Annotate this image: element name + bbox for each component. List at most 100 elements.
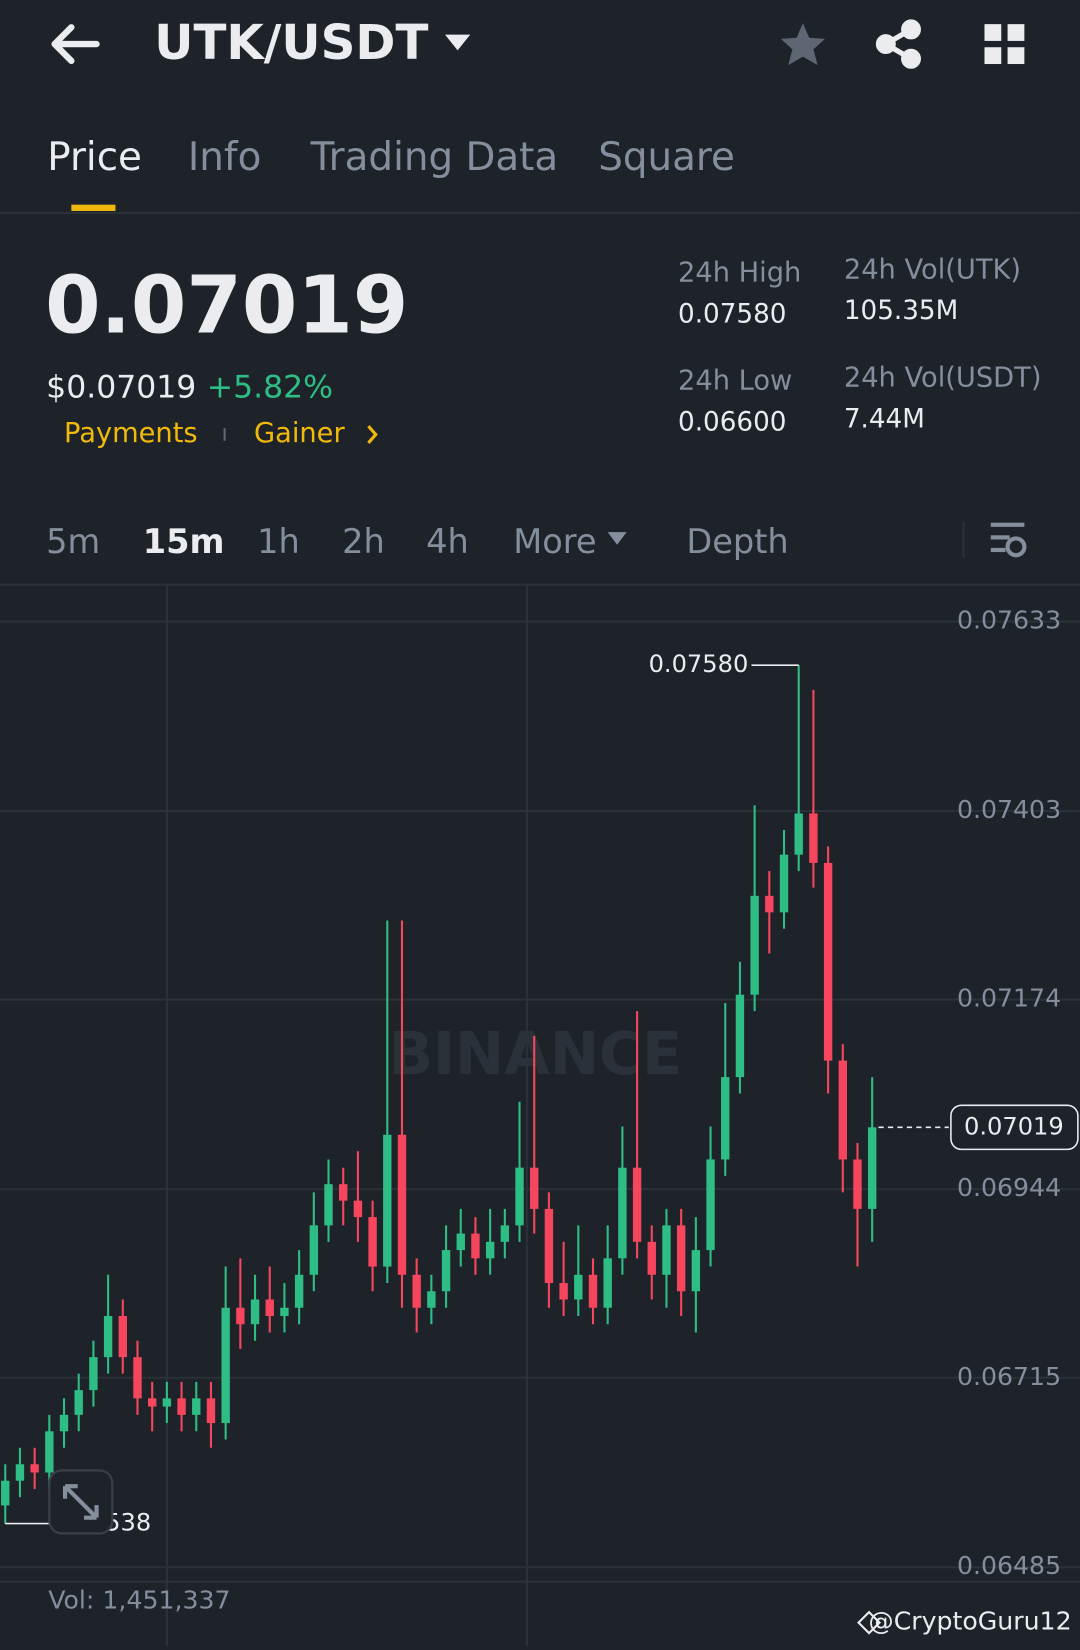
tag-separator (223, 428, 226, 441)
candle-body (706, 1159, 715, 1251)
y-tick-label: 0.07174 (957, 984, 1061, 1013)
candle-body (368, 1217, 377, 1267)
candle-body (177, 1398, 186, 1415)
last-price: 0.07019 (45, 259, 408, 352)
candle-body (309, 1225, 319, 1275)
candle-body (1, 1480, 10, 1506)
chart-settings[interactable] (990, 522, 1027, 558)
candle-body (735, 994, 745, 1078)
candle-body (765, 895, 774, 913)
candle-body (383, 1134, 392, 1267)
candle-body (59, 1414, 69, 1432)
stat-label: 24h High (678, 257, 801, 288)
candle-body (853, 1159, 862, 1209)
favorite-star[interactable] (780, 23, 825, 66)
candle-body (45, 1431, 54, 1473)
separator (962, 521, 965, 558)
candle-body (838, 1060, 847, 1160)
stat-value: 0.06600 (678, 407, 786, 437)
interval[interactable]: Depth (686, 522, 788, 561)
interval[interactable]: 15m (143, 522, 225, 561)
volume-label: Vol: 1,451,337 (48, 1586, 230, 1615)
credit-icon (857, 1610, 882, 1635)
candle-body (427, 1291, 436, 1308)
divider (0, 212, 1080, 215)
candle-body (867, 1127, 877, 1209)
candle-body (118, 1315, 127, 1358)
candle-body (162, 1398, 172, 1407)
divider (0, 1580, 1080, 1583)
y-tick-label: 0.06715 (957, 1362, 1061, 1391)
candle-body (500, 1225, 510, 1242)
candle-body (30, 1464, 39, 1473)
candle-body (603, 1258, 612, 1308)
candle-body (250, 1299, 260, 1325)
candle-body (485, 1241, 495, 1259)
stat-label: 24h Low (678, 366, 792, 397)
candle-body (779, 854, 789, 913)
candle-body (530, 1167, 539, 1209)
candle-body (471, 1233, 480, 1259)
pair-dropdown[interactable] (445, 34, 471, 51)
stat-value: 105.35M (844, 296, 958, 326)
y-tick-label: 0.07403 (957, 795, 1061, 824)
y-tick-label: 0.07633 (957, 606, 1061, 635)
candle-body (89, 1357, 98, 1391)
grid-menu[interactable] (984, 24, 1025, 65)
tag-chevron[interactable] (367, 425, 378, 444)
price-change: +5.82% (207, 369, 333, 405)
tag[interactable]: Gainer (254, 418, 345, 449)
candle-body (632, 1167, 642, 1242)
candle-body (691, 1250, 701, 1292)
pair-title[interactable]: UTK/USDT (154, 15, 428, 71)
candle-body (236, 1307, 245, 1325)
candle-body (456, 1233, 465, 1251)
candle-body (147, 1398, 157, 1407)
candle-body (823, 862, 833, 1061)
candle-body (74, 1390, 83, 1415)
candle-body (559, 1283, 568, 1300)
candle-body (353, 1200, 363, 1218)
candle-body (324, 1184, 333, 1226)
candle-body (397, 1134, 407, 1275)
fullscreen-icon (62, 1484, 99, 1520)
candle-body (750, 895, 759, 995)
tag[interactable]: Payments (64, 418, 198, 449)
y-tick-label: 0.06944 (957, 1173, 1061, 1202)
interval[interactable]: 1h (257, 522, 300, 561)
last-price-tag (950, 1104, 1079, 1151)
high-marker-label: 0.07580 (649, 650, 749, 678)
interval[interactable]: 5m (46, 522, 100, 561)
interval[interactable]: 2h (342, 522, 385, 561)
interval[interactable]: More (513, 522, 596, 561)
candle-body (647, 1241, 656, 1275)
candle-body (221, 1307, 230, 1424)
tab[interactable]: Trading Data (310, 135, 559, 180)
stat-value: 0.07580 (678, 299, 786, 329)
tab-indicator (71, 204, 116, 211)
more-dropdown[interactable] (607, 532, 627, 545)
tab[interactable]: Square (598, 135, 735, 180)
stat-label: 24h Vol(USDT) (844, 362, 1042, 393)
candle-body (441, 1250, 451, 1292)
candle-body (15, 1464, 25, 1481)
share-button[interactable] (875, 19, 921, 69)
candle-body (192, 1398, 201, 1415)
y-tick-label: 0.06485 (957, 1551, 1061, 1580)
candle-body (412, 1274, 421, 1308)
interval[interactable]: 4h (426, 522, 469, 561)
candle-body (662, 1225, 671, 1275)
back-button[interactable] (51, 24, 100, 65)
candle-body (103, 1315, 113, 1358)
candle-body (809, 813, 818, 863)
candle-body (721, 1077, 730, 1160)
tab[interactable]: Info (188, 135, 261, 180)
tab[interactable]: Price (47, 135, 142, 180)
divider (0, 583, 1080, 586)
candle-body (544, 1208, 554, 1284)
candle-body (280, 1307, 289, 1316)
usd-price: $0.07019 (46, 369, 196, 405)
